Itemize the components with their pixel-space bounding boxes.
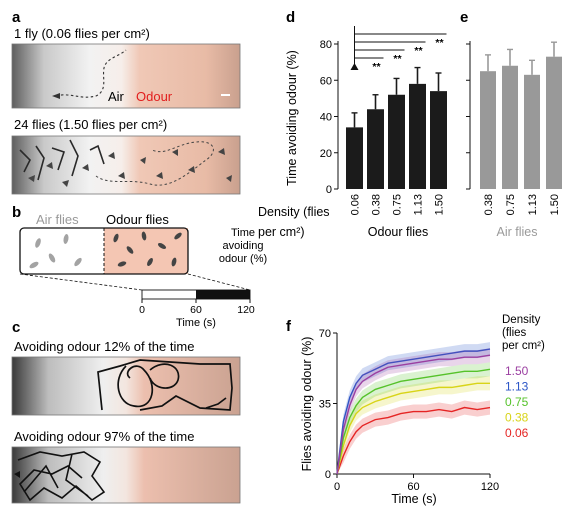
- panel-d-plot: 0 20 40 60 80 0.06 0.38 0.75 1.13 1.50 ** ** ** **: [320, 26, 447, 215]
- panel-e-xtick-1.50: 1.50: [549, 194, 561, 215]
- panel-d-sig-stars-0: **: [372, 61, 381, 73]
- legend-title-line2: avoiding: [223, 240, 264, 252]
- legend-tick-0: 0: [139, 304, 145, 316]
- panel-e-bar-0.38: [480, 71, 496, 189]
- panel-f-legend-1.13: 1.13: [505, 380, 529, 394]
- panel-e: e 0.38 0.75 1.13 1.50 Air flies: [460, 9, 562, 239]
- panel-d-xtick-0.06: 0.06: [350, 194, 362, 215]
- panel-e-bar-0.75: [502, 65, 518, 189]
- panel-d-ytick-label-80: 80: [320, 39, 332, 51]
- panel-f-legend-title-1: (flies: [502, 327, 527, 339]
- panel-f-band-1.13: [337, 342, 490, 474]
- panel-a: a 1 fly (0.06 flies per cm²) Air Odour 2…: [11, 9, 241, 195]
- panel-f-plot: 0 35 70 0 60 120: [319, 328, 499, 493]
- panel-e-xtick-1.13: 1.13: [527, 194, 539, 215]
- legend-time-unit: Time (s): [176, 317, 216, 329]
- panel-f-band-0.06: [337, 400, 490, 474]
- panel-e-xtick-0.38: 0.38: [483, 194, 495, 215]
- panel-e-xtick-0.75: 0.75: [505, 194, 517, 215]
- panel-d-xtick-0.75: 0.75: [392, 194, 404, 215]
- panel-f-xtick-label-60: 60: [407, 481, 419, 493]
- panel-d-ytick-label-40: 40: [320, 112, 332, 124]
- arena-schematic: [19, 227, 189, 275]
- time-legend-bar: [141, 289, 251, 300]
- panel-d-ytick-label-0: 0: [326, 184, 332, 196]
- panel-f-ytick-label-35: 35: [319, 399, 331, 411]
- air-flies-label: Air flies: [36, 212, 79, 227]
- panel-d-xtick-1.50: 1.50: [434, 194, 446, 215]
- panel-f-ytick-label-70: 70: [319, 328, 331, 340]
- panel-d-sig-stars-3: **: [435, 37, 444, 49]
- arena-photo-12pct: [11, 356, 241, 416]
- arena-photo-24flies: [11, 135, 241, 195]
- panel-f-line-0.06: [336, 406, 491, 475]
- panel-d-label: d: [286, 9, 295, 26]
- panel-f-legend-0.06: 0.06: [505, 426, 529, 440]
- panel-f-line-1.50: [336, 354, 491, 475]
- panel-e-bar-1.13: [524, 74, 540, 189]
- panel-d-sig-stars-1: **: [393, 53, 402, 65]
- arena-photo-1fly: [11, 43, 241, 109]
- panel-e-plot: 0.38 0.75 1.13 1.50: [466, 41, 562, 215]
- panel-f: f Flies avoiding odour (%) 0 35 70 0 60 120 T…: [286, 314, 545, 506]
- panel-f-xlabel: Time (s): [391, 492, 436, 506]
- panel-d-bar-0.75: [388, 94, 405, 189]
- panel-f-line-0.75: [336, 368, 491, 475]
- panel-f-legend-title-0: Density: [502, 314, 541, 326]
- panel-c-label: c: [12, 319, 20, 336]
- panel-c-caption-97: Avoiding odour 97% of the time: [14, 429, 194, 444]
- legend-title-line3: odour (%): [219, 253, 267, 265]
- panel-d-bar-1.13: [409, 83, 426, 189]
- panel-f-line-1.13: [336, 348, 491, 475]
- panel-d-bar-1.50: [430, 91, 447, 189]
- panel-f-legend-title-2: per cm²): [502, 340, 545, 352]
- panel-d-ytick-label-60: 60: [320, 75, 332, 87]
- panel-f-xtick-label-0: 0: [334, 481, 340, 493]
- panel-d-xtick-1.13: 1.13: [413, 194, 425, 215]
- panel-d-bar-0.06: [346, 127, 363, 189]
- panel-f-ytick-label-0: 0: [325, 469, 331, 481]
- density-label-line1: Density (flies: [258, 205, 330, 219]
- legend-tick-120: 120: [237, 304, 255, 316]
- panel-c: c Avoiding odour 12% of the time Avoidin…: [11, 319, 241, 504]
- panel-f-label: f: [286, 318, 292, 335]
- panel-a-label: a: [12, 9, 21, 26]
- panel-a-caption-1fly: 1 fly (0.06 flies per cm²): [14, 26, 150, 41]
- panel-f-ylabel: Flies avoiding odour (%): [300, 337, 314, 472]
- panel-d-ytick-label-20: 20: [320, 148, 332, 160]
- odour-flies-label: Odour flies: [106, 212, 169, 227]
- panel-c-caption-12: Avoiding odour 12% of the time: [14, 339, 194, 354]
- panel-b-label: b: [12, 204, 21, 221]
- arena-odour-label: Odour: [136, 89, 173, 104]
- panel-e-label: e: [460, 9, 468, 26]
- panel-f-band-0.38: [337, 376, 490, 474]
- panel-d-xtick-0.38: 0.38: [371, 194, 383, 215]
- panel-f-band-1.50: [337, 348, 490, 474]
- panel-d-ylabel: Time avoiding odour (%): [285, 50, 299, 186]
- arena-air-label: Air: [108, 89, 125, 104]
- panel-f-line-0.38: [336, 382, 490, 475]
- panel-f-xtick-label-120: 120: [481, 481, 499, 493]
- time-legend-ticks: 0 60 120: [139, 299, 255, 316]
- panel-e-bar-1.50: [546, 56, 562, 189]
- panel-f-legend-0.38: 0.38: [505, 411, 529, 425]
- zoom-line-left: [19, 273, 143, 291]
- panel-f-legend-0.75: 0.75: [505, 395, 529, 409]
- legend-tick-60: 60: [190, 304, 202, 316]
- panel-f-legend-1.50: 1.50: [505, 364, 529, 378]
- arena-photo-97pct: [11, 446, 241, 504]
- panel-b: b Air flies Odour flies: [12, 204, 267, 329]
- zoom-line-right: [187, 273, 251, 291]
- panel-e-xlabel: Air flies: [497, 225, 538, 239]
- panel-d-sig-stars-2: **: [414, 45, 423, 57]
- density-label-line2: per cm²): [258, 225, 305, 239]
- panel-a-caption-24flies: 24 flies (1.50 flies per cm²): [14, 117, 167, 132]
- panel-d-xlabel: Odour flies: [368, 225, 428, 239]
- panel-d-sig-arrow: [350, 63, 359, 70]
- panel-d-bar-0.38: [367, 109, 384, 189]
- legend-title-line1: Time: [231, 227, 255, 239]
